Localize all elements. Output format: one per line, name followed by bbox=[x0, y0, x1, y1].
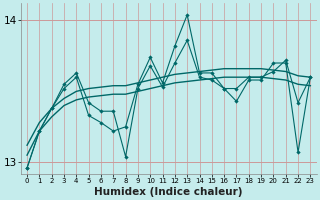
X-axis label: Humidex (Indice chaleur): Humidex (Indice chaleur) bbox=[94, 187, 243, 197]
